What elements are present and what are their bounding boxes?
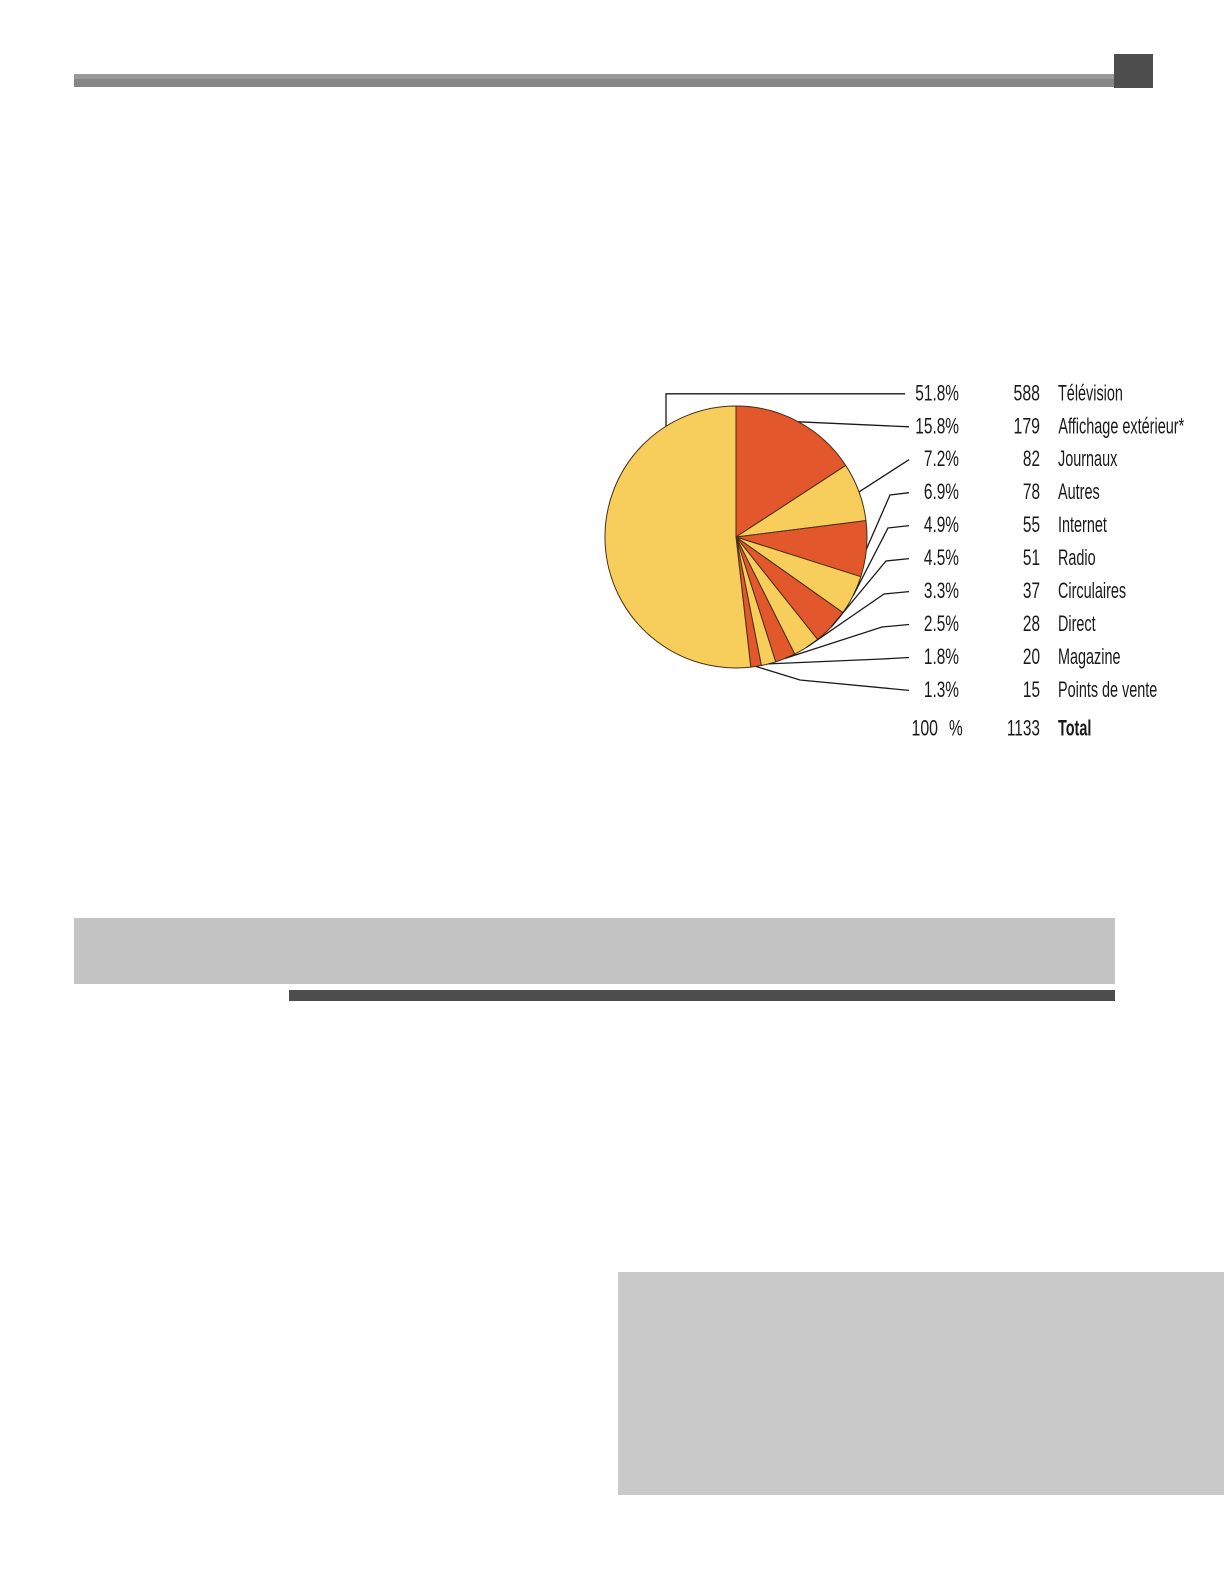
svg-text:Points de vente: Points de vente <box>1058 677 1157 702</box>
svg-text:15.8%: 15.8% <box>915 413 959 438</box>
svg-text:28: 28 <box>1023 611 1040 636</box>
svg-text:Journaux: Journaux <box>1058 446 1117 471</box>
svg-text:15: 15 <box>1023 677 1040 702</box>
svg-text:78: 78 <box>1023 479 1040 504</box>
svg-text:Total: Total <box>1058 716 1091 741</box>
svg-text:100: 100 <box>912 716 939 741</box>
svg-text:%: % <box>949 716 963 741</box>
svg-text:Direct: Direct <box>1058 611 1096 636</box>
svg-text:20: 20 <box>1023 644 1040 669</box>
svg-text:4.5%: 4.5% <box>924 545 959 570</box>
svg-text:Internet: Internet <box>1058 512 1107 537</box>
svg-text:1.3%: 1.3% <box>924 677 959 702</box>
svg-text:37: 37 <box>1023 578 1040 603</box>
svg-text:51: 51 <box>1023 545 1040 570</box>
svg-text:51.8%: 51.8% <box>915 380 959 405</box>
svg-text:1133: 1133 <box>1007 716 1040 741</box>
svg-text:7.2%: 7.2% <box>924 446 959 471</box>
svg-text:Circulaires: Circulaires <box>1058 578 1126 603</box>
svg-text:179: 179 <box>1014 413 1041 438</box>
svg-text:1.8%: 1.8% <box>924 644 959 669</box>
svg-text:2.5%: 2.5% <box>924 611 959 636</box>
svg-text:82: 82 <box>1023 446 1040 471</box>
svg-text:3.3%: 3.3% <box>924 578 959 603</box>
svg-text:4.9%: 4.9% <box>924 512 959 537</box>
svg-text:Autres: Autres <box>1058 479 1100 504</box>
svg-text:Radio: Radio <box>1058 545 1096 570</box>
svg-text:Magazine: Magazine <box>1058 644 1121 669</box>
svg-text:Télévision: Télévision <box>1058 380 1123 405</box>
svg-text:Affichage extérieur*: Affichage extérieur* <box>1058 414 1184 439</box>
svg-text:588: 588 <box>1014 380 1041 405</box>
svg-text:55: 55 <box>1023 512 1040 537</box>
svg-text:6.9%: 6.9% <box>924 479 959 504</box>
